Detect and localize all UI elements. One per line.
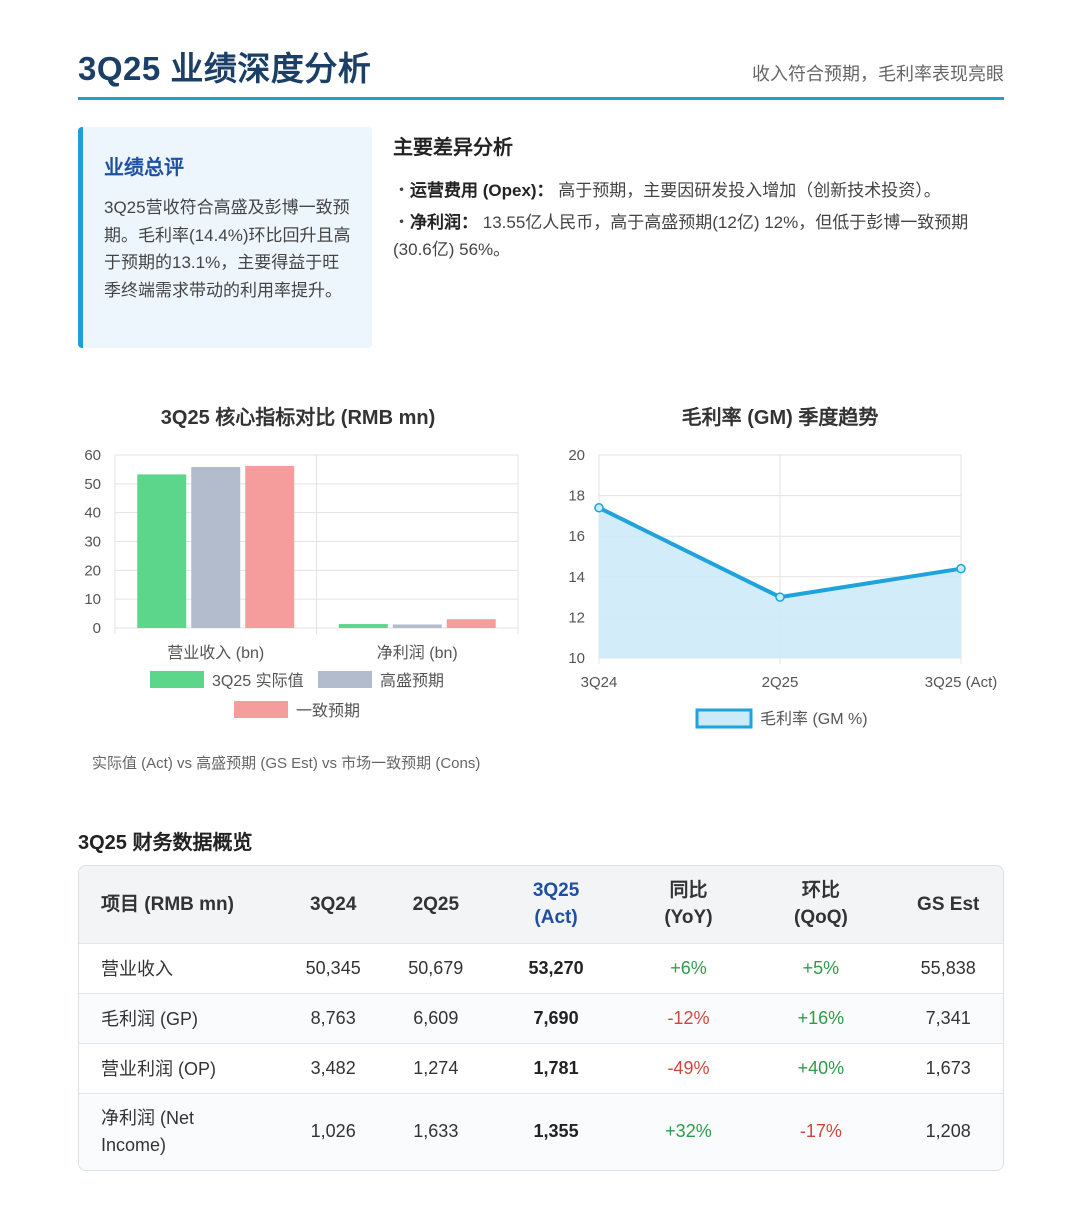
- y-tick-label: 18: [568, 488, 585, 505]
- gm-trend-chart: 10 12 14 16 18 20 3Q24 2Q25 3Q25 (Act) 毛利率 (GM %): [568, 447, 998, 729]
- chart-caption: 实际值 (Act) vs 高盛预期 (GS Est) vs 市场一致预期 (Co…: [92, 755, 481, 772]
- table-cell: 1,355: [483, 1092, 629, 1170]
- x-tick-label: 净利润 (bn): [377, 644, 458, 662]
- y-tick-label: 10: [84, 591, 101, 608]
- line-chart-title: 毛利率 (GM) 季度趋势: [681, 407, 879, 429]
- bar-chart: 0 10 20 30 40 50 60 营业收入 (bn) 净利润 (bn) 3Q25 实际值 高盛…: [84, 447, 519, 720]
- table-cell: +32%: [628, 1092, 749, 1170]
- table-cell: -49%: [628, 1042, 749, 1093]
- difference-analysis: 主要差异分析 ・运营费用 (Opex)： 高于预期，主要因研发投入增加（创新技术…: [393, 131, 1005, 268]
- table-cell: 1,274: [387, 1042, 484, 1093]
- x-tick-label: 2Q25: [762, 674, 799, 691]
- bar: [446, 619, 496, 628]
- difference-title: 主要差异分析: [393, 137, 513, 159]
- table-row: 营业利润 (OP) 3,482 1,274 1,781 -49% +40% 1,…: [79, 1042, 1003, 1093]
- summary-text: 3Q25营收符合高盛及彭博一致预期。毛利率(14.4%)环比回升且高于预期的13…: [104, 198, 351, 300]
- y-tick-label: 60: [84, 447, 101, 464]
- y-tick-label: 40: [84, 505, 101, 522]
- column-header: 同比 (YoY): [628, 866, 749, 943]
- legend-swatch: [150, 671, 204, 688]
- table-row: 净利润 (Net Income) 1,026 1,633 1,355 +32% …: [79, 1092, 1003, 1170]
- difference-item: ・净利润： 13.55亿人民币，高于高盛预期(12亿) 12%，但低于彭博一致预…: [393, 209, 1005, 264]
- x-tick-label: 营业收入 (bn): [167, 644, 264, 662]
- column-header: 环比 (QoQ): [748, 866, 894, 943]
- table-cell: +16%: [748, 992, 894, 1043]
- bar: [137, 474, 187, 628]
- bullet-icon: ・: [393, 212, 410, 232]
- bar: [245, 465, 295, 628]
- table-row: 毛利润 (GP) 8,763 6,609 7,690 -12% +16% 7,3…: [79, 992, 1003, 1043]
- data-point: [594, 503, 604, 513]
- summary-box: 业绩总评 3Q25营收符合高盛及彭博一致预期。毛利率(14.4%)环比回升且高于…: [78, 127, 372, 348]
- row-label: 营业利润 (OP): [79, 1042, 279, 1093]
- table-cell: -17%: [748, 1092, 894, 1170]
- table-cell: 7,341: [893, 992, 1003, 1043]
- y-tick-label: 14: [568, 569, 585, 586]
- table-cell: 3,482: [278, 1042, 388, 1093]
- bullet-icon: ・: [393, 181, 410, 200]
- table-cell: 50,345: [278, 942, 388, 993]
- y-tick-label: 30: [84, 534, 101, 551]
- page-header: 3Q25 业绩深度分析 收入符合预期，毛利率表现亮眼: [78, 38, 1004, 100]
- bar: [191, 466, 241, 628]
- y-tick-label: 12: [568, 609, 585, 626]
- difference-text: 高于预期，主要因研发投入增加（创新技术投资）。: [558, 181, 941, 200]
- table-cell: 1,633: [387, 1092, 484, 1170]
- difference-text: 13.55亿人民币，高于高盛预期(12亿) 12%，但低于彭博一致预期(30.6…: [393, 212, 969, 260]
- table-cell: 1,673: [893, 1042, 1003, 1093]
- table-cell: 7,690: [483, 992, 629, 1043]
- bar: [392, 624, 442, 628]
- legend-label: 毛利率 (GM %): [760, 710, 868, 728]
- table-cell: +40%: [748, 1042, 894, 1093]
- data-point: [956, 563, 966, 574]
- row-label: 净利润 (Net Income): [79, 1092, 279, 1170]
- y-tick-label: 20: [84, 562, 101, 579]
- financial-table: 项目 (RMB mn) 3Q24 2Q25 3Q25 (Act) 同比 (YoY…: [78, 865, 1004, 1171]
- table-title: 3Q25 财务数据概览: [78, 832, 253, 854]
- table-cell: -12%: [628, 992, 749, 1043]
- legend-label: 一致预期: [296, 702, 360, 720]
- y-tick-label: 10: [568, 650, 585, 667]
- row-label: 营业收入: [79, 942, 279, 993]
- data-point: [775, 592, 785, 602]
- page-title: 3Q25 业绩深度分析: [78, 50, 372, 87]
- column-header: 3Q25 (Act): [483, 866, 629, 943]
- table-cell: 50,679: [387, 942, 484, 993]
- table-cell: 53,270: [483, 942, 629, 993]
- difference-item: ・运营费用 (Opex)： 高于预期，主要因研发投入增加（创新技术投资）。: [393, 177, 1005, 205]
- difference-label: 运营费用 (Opex)：: [410, 181, 554, 200]
- y-tick-label: 0: [93, 620, 101, 637]
- row-label: 毛利润 (GP): [79, 992, 279, 1043]
- table-cell: 1,208: [893, 1092, 1003, 1170]
- legend-label: 3Q25 实际值: [212, 672, 304, 690]
- table-header-row: 项目 (RMB mn) 3Q24 2Q25 3Q25 (Act) 同比 (YoY…: [79, 866, 1003, 943]
- table-cell: +5%: [748, 942, 894, 993]
- table-cell: 6,609: [387, 992, 484, 1043]
- y-tick-label: 50: [84, 476, 101, 493]
- legend-swatch: [234, 701, 288, 718]
- legend-label: 高盛预期: [380, 672, 444, 690]
- y-tick-label: 20: [568, 447, 585, 464]
- column-header: 2Q25: [387, 866, 484, 943]
- area-fill: [599, 507, 961, 658]
- column-header: GS Est: [893, 866, 1003, 943]
- table-cell: +6%: [628, 942, 749, 993]
- summary-title: 业绩总评: [104, 157, 184, 179]
- page-subtitle: 收入符合预期，毛利率表现亮眼: [752, 64, 1004, 84]
- difference-label: 净利润：: [410, 212, 478, 232]
- table-cell: 1,781: [483, 1042, 629, 1093]
- table-cell: 1,026: [278, 1092, 388, 1170]
- column-header: 项目 (RMB mn): [79, 866, 279, 943]
- table-cell: 8,763: [278, 992, 388, 1043]
- x-tick-label: 3Q25 (Act): [925, 674, 998, 691]
- y-tick-label: 16: [568, 528, 585, 545]
- legend-swatch: [318, 671, 372, 688]
- bar: [338, 624, 388, 628]
- x-tick-label: 3Q24: [581, 674, 618, 691]
- column-header: 3Q24: [278, 866, 388, 943]
- legend-swatch: [695, 708, 753, 729]
- table-cell: 55,838: [893, 942, 1003, 993]
- bar-chart-title: 3Q25 核心指标对比 (RMB mn): [160, 407, 436, 429]
- table-row: 营业收入 50,345 50,679 53,270 +6% +5% 55,838: [79, 942, 1003, 993]
